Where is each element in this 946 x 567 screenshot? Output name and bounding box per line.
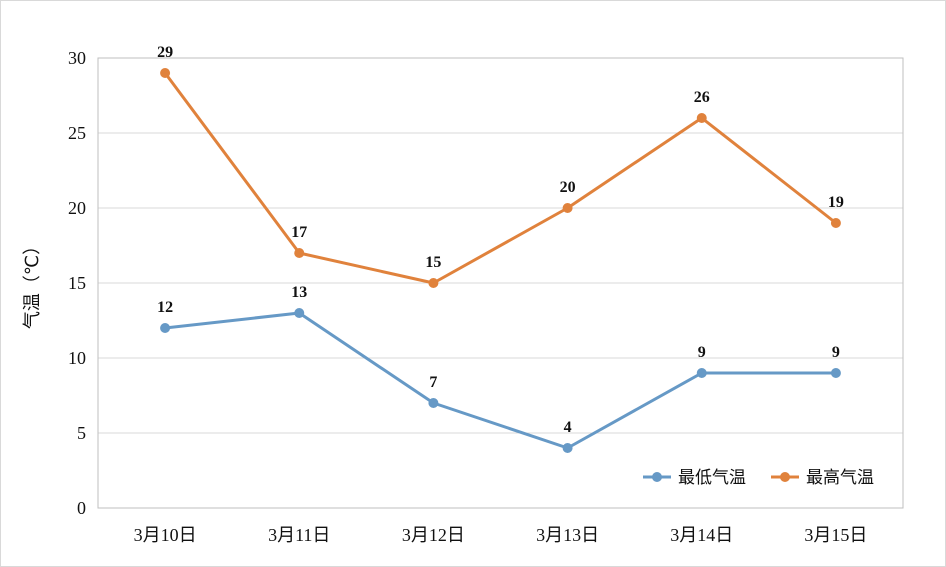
x-tick-labels: 3月10日 3月11日 3月12日 3月13日 3月14日 3月15日 xyxy=(134,525,868,545)
data-point xyxy=(294,308,305,318)
data-point xyxy=(696,113,707,123)
data-label: 17 xyxy=(291,224,307,241)
grid-lines xyxy=(98,132,903,434)
data-label: 29 xyxy=(157,44,173,61)
plot-area-border xyxy=(97,57,904,509)
x-tick-label: 3月13日 xyxy=(536,525,599,545)
data-point xyxy=(562,443,573,453)
data-point xyxy=(830,218,841,228)
y-tick-label: 15 xyxy=(68,273,86,293)
y-tick-label: 0 xyxy=(77,498,86,518)
legend-swatch-marker xyxy=(780,472,790,482)
data-point xyxy=(428,398,439,408)
legend-label: 最高气温 xyxy=(806,468,874,488)
x-tick-label: 3月11日 xyxy=(268,525,330,545)
data-label: 9 xyxy=(832,344,840,361)
data-label: 19 xyxy=(828,194,844,211)
data-label: 4 xyxy=(564,419,572,436)
y-tick-label: 20 xyxy=(68,198,86,218)
x-tick-label: 3月14日 xyxy=(670,525,733,545)
data-point xyxy=(428,278,439,288)
legend-label: 最低气温 xyxy=(678,468,746,488)
data-label: 7 xyxy=(429,374,437,391)
data-labels: 12 13 7 4 9 9 29 17 15 20 26 19 xyxy=(157,44,844,436)
y-tick-label: 10 xyxy=(68,348,86,368)
series-group xyxy=(160,68,841,453)
legend-swatch-marker xyxy=(652,472,662,482)
x-tick-label: 3月12日 xyxy=(402,525,465,545)
series-line-low xyxy=(164,311,836,450)
data-label: 15 xyxy=(425,254,441,271)
y-tick-labels: 0 5 10 15 20 25 30 xyxy=(68,48,86,518)
data-point xyxy=(696,368,707,378)
y-tick-label: 25 xyxy=(68,123,86,143)
data-label: 9 xyxy=(698,344,706,361)
data-point xyxy=(160,323,171,333)
y-tick-label: 30 xyxy=(68,48,86,68)
x-tick-label: 3月10日 xyxy=(134,525,197,545)
legend: 最低气温 最高气温 xyxy=(643,468,874,488)
y-tick-label: 5 xyxy=(77,423,86,443)
data-point xyxy=(562,203,573,213)
data-point xyxy=(160,68,171,78)
data-point xyxy=(294,248,305,258)
x-tick-label: 3月15日 xyxy=(804,525,867,545)
data-point xyxy=(830,368,841,378)
y-axis-label: 气温（℃） xyxy=(22,237,43,329)
data-label: 13 xyxy=(291,284,307,301)
data-label: 20 xyxy=(560,179,576,196)
data-label: 12 xyxy=(157,299,173,316)
data-label: 26 xyxy=(694,89,710,106)
series-line-high xyxy=(163,72,837,285)
